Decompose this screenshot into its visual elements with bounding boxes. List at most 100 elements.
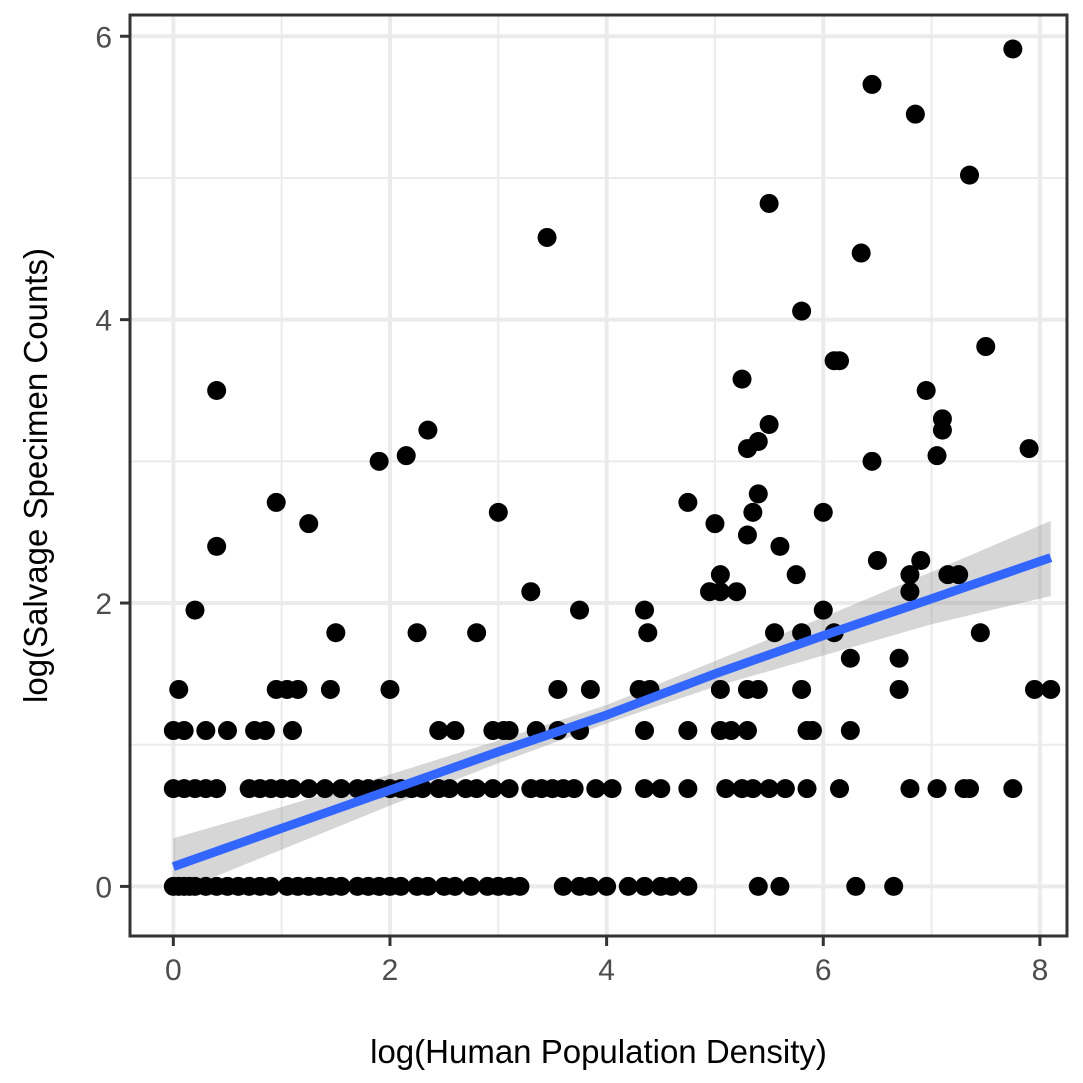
data-point bbox=[440, 779, 460, 799]
data-point bbox=[678, 721, 698, 741]
data-point bbox=[765, 623, 785, 643]
data-point bbox=[418, 420, 438, 440]
data-point bbox=[927, 779, 947, 799]
data-point bbox=[638, 623, 658, 643]
data-point bbox=[911, 551, 931, 571]
data-point bbox=[586, 779, 606, 799]
data-point bbox=[662, 876, 682, 896]
data-point bbox=[407, 623, 427, 643]
data-points-layer bbox=[163, 39, 1061, 896]
x-axis-ticks: 0 2 4 6 8 bbox=[165, 936, 1048, 987]
data-point bbox=[651, 779, 671, 799]
data-point bbox=[678, 876, 698, 896]
data-point bbox=[900, 565, 920, 585]
data-point bbox=[521, 582, 541, 602]
x-tick-label: 0 bbox=[165, 954, 182, 987]
data-point bbox=[705, 514, 725, 534]
data-point bbox=[635, 779, 655, 799]
data-point bbox=[510, 876, 530, 896]
data-point bbox=[678, 779, 698, 799]
data-point bbox=[759, 193, 779, 213]
data-point bbox=[1019, 439, 1039, 459]
data-point bbox=[721, 721, 741, 741]
data-point bbox=[759, 414, 779, 434]
data-point bbox=[960, 779, 980, 799]
y-tick-label: 4 bbox=[95, 305, 112, 338]
data-point bbox=[802, 721, 822, 741]
data-point bbox=[932, 420, 952, 440]
data-point bbox=[391, 876, 411, 896]
data-point bbox=[445, 876, 465, 896]
x-tick-label: 4 bbox=[598, 954, 615, 987]
data-point bbox=[331, 876, 351, 896]
data-point bbox=[727, 582, 747, 602]
data-point bbox=[743, 779, 763, 799]
data-point bbox=[949, 565, 969, 585]
data-point bbox=[580, 876, 600, 896]
data-point bbox=[846, 876, 866, 896]
data-point bbox=[207, 536, 227, 556]
data-point bbox=[970, 623, 990, 643]
data-point bbox=[499, 721, 519, 741]
data-point bbox=[488, 502, 508, 522]
data-point bbox=[830, 779, 850, 799]
data-point bbox=[678, 492, 698, 512]
data-point bbox=[461, 876, 481, 896]
data-point bbox=[299, 514, 319, 534]
data-point bbox=[916, 380, 936, 400]
data-point bbox=[261, 876, 281, 896]
data-point bbox=[851, 243, 871, 263]
data-point bbox=[315, 779, 335, 799]
data-point bbox=[737, 721, 757, 741]
data-point bbox=[169, 679, 189, 699]
data-point bbox=[862, 74, 882, 94]
data-point bbox=[976, 337, 996, 357]
data-point bbox=[548, 679, 568, 699]
data-point bbox=[792, 301, 812, 321]
data-point bbox=[792, 679, 812, 699]
data-point bbox=[889, 679, 909, 699]
data-point bbox=[635, 600, 655, 620]
y-axis-title: log(Salvage Specimen Counts) bbox=[17, 248, 54, 703]
data-point bbox=[174, 721, 194, 741]
x-tick-label: 2 bbox=[382, 954, 399, 987]
data-point bbox=[927, 446, 947, 466]
data-point bbox=[288, 679, 308, 699]
y-tick-label: 2 bbox=[95, 588, 112, 621]
data-point bbox=[900, 582, 920, 602]
data-point bbox=[635, 876, 655, 896]
data-point bbox=[748, 876, 768, 896]
data-point bbox=[867, 551, 887, 571]
data-point bbox=[905, 104, 925, 124]
data-point bbox=[840, 648, 860, 668]
data-point bbox=[759, 779, 779, 799]
data-point bbox=[635, 721, 655, 741]
data-point bbox=[331, 779, 351, 799]
data-point bbox=[467, 623, 487, 643]
data-point bbox=[840, 721, 860, 741]
data-point bbox=[429, 721, 449, 741]
data-point bbox=[830, 351, 850, 371]
data-point bbox=[737, 525, 757, 545]
data-point bbox=[797, 779, 817, 799]
minor-gridlines bbox=[130, 15, 1067, 936]
data-point bbox=[207, 779, 227, 799]
data-point bbox=[743, 502, 763, 522]
data-point bbox=[326, 623, 346, 643]
data-point bbox=[884, 876, 904, 896]
data-point bbox=[320, 679, 340, 699]
data-point bbox=[282, 779, 302, 799]
data-point bbox=[553, 876, 573, 896]
data-point bbox=[380, 679, 400, 699]
data-point bbox=[396, 446, 416, 466]
data-point bbox=[1003, 779, 1023, 799]
data-point bbox=[748, 484, 768, 504]
data-point bbox=[483, 779, 503, 799]
data-point bbox=[369, 451, 389, 471]
data-point bbox=[770, 536, 790, 556]
data-point bbox=[716, 779, 736, 799]
data-point bbox=[786, 565, 806, 585]
data-point bbox=[775, 779, 795, 799]
data-point bbox=[618, 876, 638, 896]
